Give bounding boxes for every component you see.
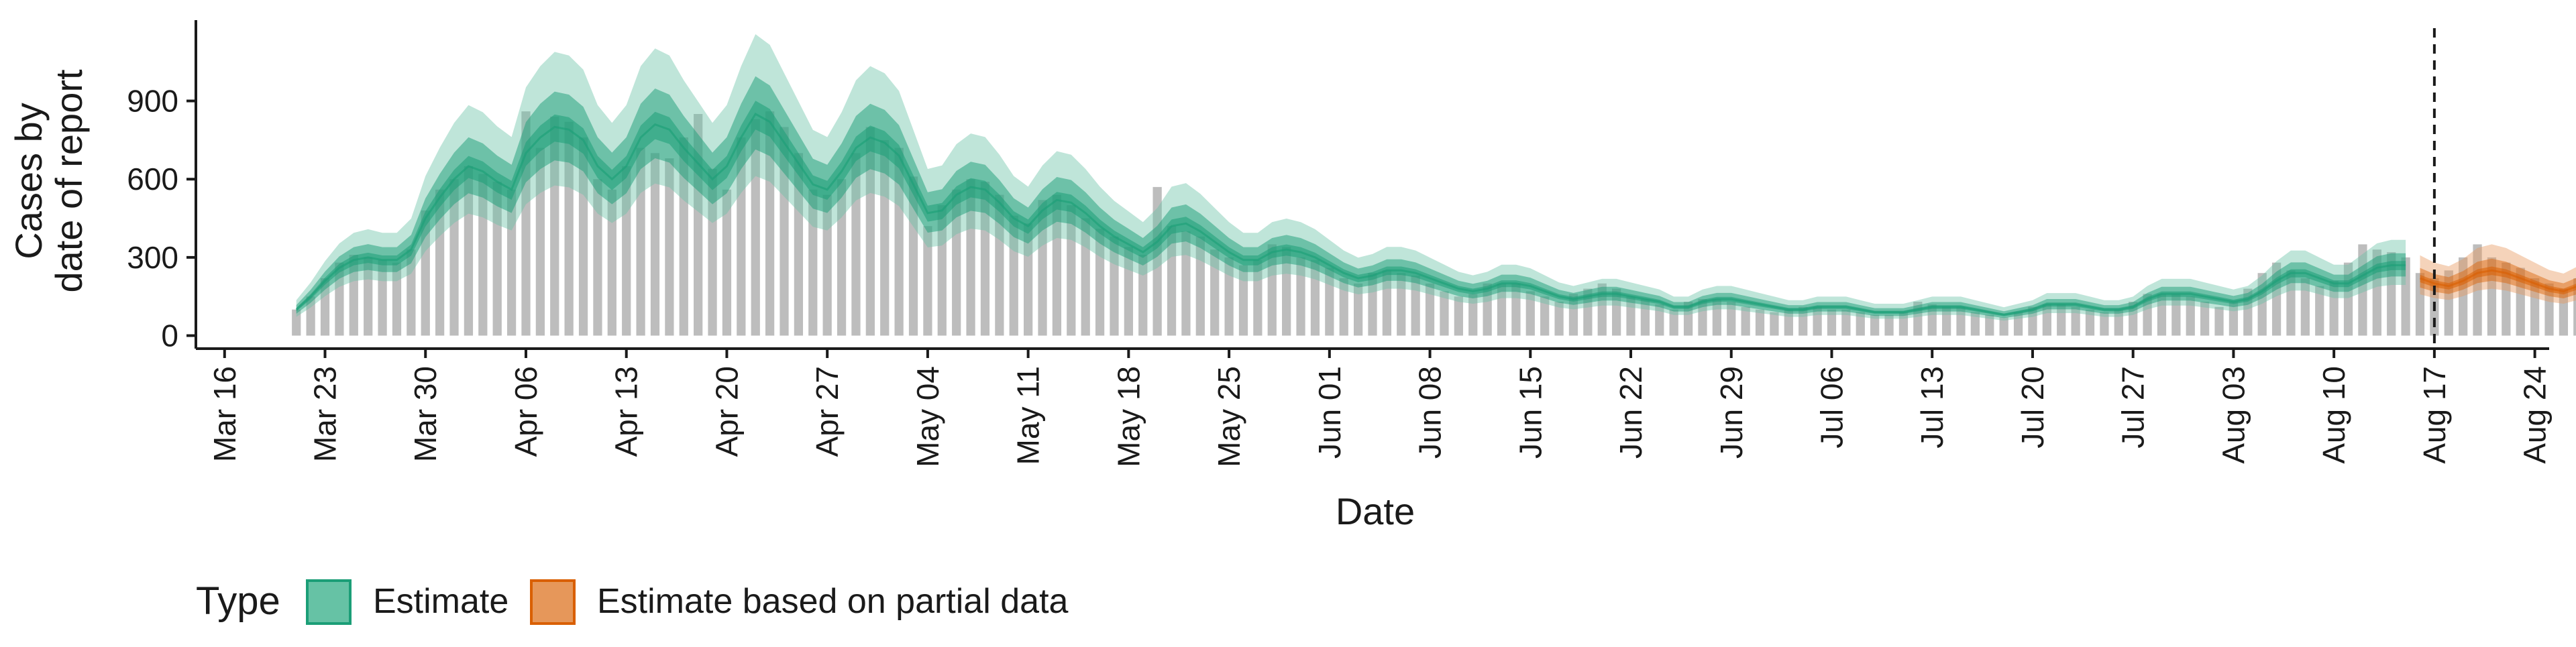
x-tick-label: Jun 15 xyxy=(1513,366,1548,459)
x-tick-label: Apr 06 xyxy=(508,366,543,457)
legend-swatch-partial xyxy=(531,581,574,624)
x-tick-label: Aug 24 xyxy=(2518,366,2553,464)
legend-label-estimate: Estimate xyxy=(373,582,508,621)
x-tick-label: Jun 29 xyxy=(1714,366,1749,459)
x-tick-label: Aug 17 xyxy=(2417,366,2452,464)
x-tick-label: Aug 10 xyxy=(2316,366,2351,464)
x-tick-label: Aug 03 xyxy=(2216,366,2251,464)
y-tick-label: 600 xyxy=(127,162,178,196)
y-axis-title: Cases by date of report xyxy=(7,69,90,293)
legend: Type Estimate Estimate based on partial … xyxy=(196,579,1069,624)
y-axis-ticks: 0 300 600 900 xyxy=(127,84,196,353)
x-tick-label: Apr 13 xyxy=(609,366,644,457)
axes: 0 300 600 900 Mar 16 Mar 23 Mar 30 Apr 06 Apr 1… xyxy=(127,20,2552,467)
legend-swatch-estimate xyxy=(307,581,350,624)
x-tick-label: Apr 20 xyxy=(709,366,744,457)
y-tick-label: 900 xyxy=(127,84,178,119)
x-tick-label: Jun 01 xyxy=(1312,366,1347,459)
x-axis-title: Date xyxy=(1336,490,1415,532)
x-tick-label: Jul 06 xyxy=(1814,366,1849,449)
reported-case-bar xyxy=(2214,307,2223,336)
x-axis-ticks: Mar 16 Mar 23 Mar 30 Apr 06 Apr 13 Apr 20 Apr … xyxy=(207,349,2553,467)
y-tick-label: 0 xyxy=(161,318,178,353)
y-tick-label: 300 xyxy=(127,240,178,275)
x-tick-label: Apr 27 xyxy=(810,366,845,457)
legend-title: Type xyxy=(196,579,280,623)
x-tick-label: May 25 xyxy=(1212,366,1246,467)
x-tick-label: Mar 30 xyxy=(408,366,443,462)
x-tick-label: May 11 xyxy=(1011,366,1046,465)
x-tick-label: Jul 27 xyxy=(2116,366,2151,449)
x-tick-label: Mar 16 xyxy=(207,366,242,462)
x-tick-label: Jul 20 xyxy=(2015,366,2050,449)
y-axis-title-line-1: Cases by xyxy=(7,103,50,259)
reported-case-bar xyxy=(1454,296,1463,335)
legend-label-partial: Estimate based on partial data xyxy=(597,582,1069,621)
x-tick-label: Jul 13 xyxy=(1915,366,1949,449)
x-tick-label: Jun 22 xyxy=(1613,366,1648,459)
x-tick-label: May 04 xyxy=(910,366,945,467)
y-axis-title-line-2: date of report xyxy=(48,69,90,293)
reported-case-bar xyxy=(1770,312,1778,336)
x-tick-label: Mar 23 xyxy=(308,366,343,462)
x-tick-label: Jun 08 xyxy=(1413,366,1448,459)
x-tick-label: May 18 xyxy=(1111,366,1146,467)
